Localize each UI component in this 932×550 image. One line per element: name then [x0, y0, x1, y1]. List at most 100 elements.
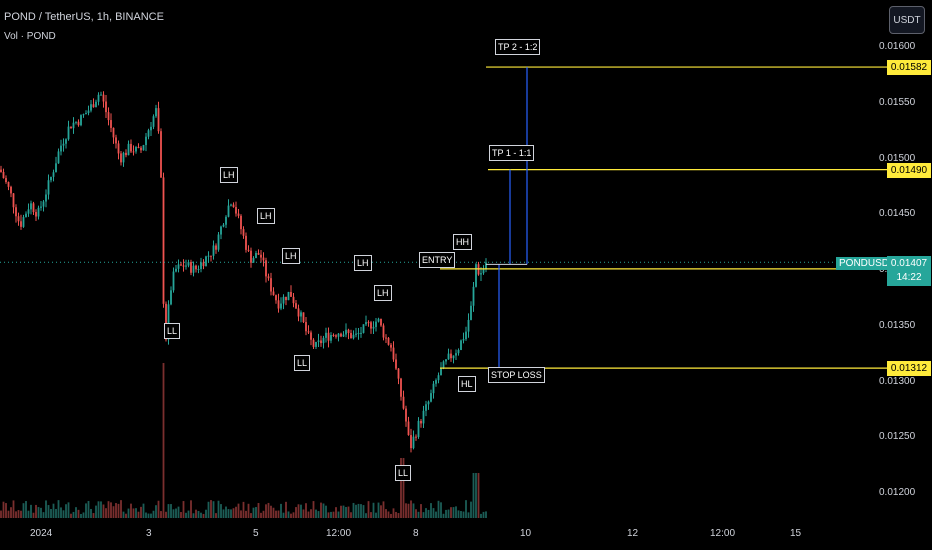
volume-bar: [162, 363, 165, 518]
candle-body: [277, 300, 280, 309]
volume-bar: [112, 506, 115, 518]
volume-bar: [190, 500, 192, 518]
volume-bar: [12, 500, 15, 518]
volume-bar: [125, 513, 127, 518]
volume-bar: [152, 510, 155, 518]
candle-body: [95, 101, 97, 108]
volume-bar: [180, 512, 182, 518]
candle-body: [452, 355, 455, 359]
current-price-value: 0.01407: [890, 258, 928, 269]
volume-bar: [240, 510, 242, 518]
y-tick-label: 0.01350: [879, 319, 916, 331]
volume-bar: [360, 504, 362, 518]
volume-bar: [442, 513, 445, 518]
candle-body: [147, 130, 150, 137]
candle-body: [25, 213, 27, 218]
candle-body: [457, 349, 460, 354]
volume-bar: [290, 513, 292, 518]
volume-bar: [95, 505, 97, 518]
symbol-price-tag: PONDUSDT: [836, 257, 899, 270]
currency-button[interactable]: USDT: [889, 6, 925, 34]
volume-bar: [430, 503, 432, 518]
volume-bar: [145, 512, 147, 518]
volume-bar: [435, 511, 437, 518]
volume-bar: [397, 513, 400, 518]
candle-body: [385, 337, 387, 339]
chart-title: POND / TetherUS, 1h, BINANCE: [4, 11, 164, 23]
volume-bar: [457, 510, 460, 518]
candle-body: [142, 145, 145, 151]
candle-body: [35, 212, 37, 217]
candle-body: [365, 322, 367, 325]
candle-body: [445, 359, 447, 362]
volume-bar: [320, 502, 322, 518]
candle-body: [182, 265, 185, 267]
volume-bar: [252, 507, 255, 518]
volume-bar: [100, 501, 102, 518]
volume-bar: [355, 504, 357, 518]
volume-bar: [182, 501, 185, 518]
volume-bar: [370, 512, 372, 518]
volume-bar: [207, 501, 210, 518]
candle-body: [405, 408, 407, 422]
volume-bar: [45, 500, 47, 518]
volume-bar: [120, 500, 122, 518]
candle-body: [355, 333, 357, 335]
price-marker-label: 0.01582: [887, 60, 931, 76]
candle-body: [372, 326, 375, 329]
candle-body: [50, 176, 52, 181]
volume-bar: [15, 511, 17, 518]
candle-body: [157, 108, 160, 132]
candle-body: [377, 318, 380, 322]
candle-body: [442, 361, 445, 369]
candle-body: [357, 333, 360, 335]
volume-bar: [377, 502, 380, 518]
candle-body: [212, 245, 215, 256]
candle-body: [222, 224, 225, 227]
candle-body: [177, 264, 180, 269]
volume-bar: [467, 512, 470, 518]
candle-body: [240, 215, 242, 230]
candle-body: [92, 104, 95, 108]
volume-bar: [62, 510, 65, 518]
candle-body: [275, 295, 277, 301]
candle-body: [257, 252, 260, 255]
candle-body: [200, 262, 202, 269]
volume-bar: [365, 513, 367, 518]
candle-body: [427, 401, 430, 405]
candle-body: [352, 334, 355, 339]
x-tick-label: 2024: [30, 528, 53, 539]
volume-bar: [372, 502, 375, 518]
candle-body: [315, 341, 317, 347]
volume-bar: [350, 512, 352, 518]
candle-body: [435, 380, 437, 384]
candle-body: [345, 329, 347, 335]
volume-bar: [245, 510, 247, 518]
candle-body: [162, 177, 165, 304]
volume-bar: [87, 500, 90, 518]
candle-body: [312, 339, 315, 347]
candle-body: [87, 110, 90, 114]
candle-body: [97, 94, 100, 102]
volume-bar: [255, 507, 257, 518]
x-tick-label: 12:00: [710, 528, 736, 539]
volume-bar: [222, 509, 225, 518]
volume-bar: [117, 503, 120, 518]
volume-bar: [297, 504, 300, 518]
candle-body: [125, 152, 127, 156]
candle-body: [120, 153, 122, 163]
candlesticks: [0, 91, 487, 453]
candle-body: [57, 151, 60, 164]
y-tick-label: 0.01200: [879, 487, 916, 498]
candle-body: [295, 303, 297, 309]
volume-bar: [342, 505, 345, 518]
candle-body: [160, 131, 162, 178]
candle-body: [260, 254, 262, 258]
candle-body: [262, 257, 265, 261]
candle-body: [350, 333, 352, 339]
candle-body: [272, 291, 275, 296]
volume-bar: [157, 500, 160, 518]
annotation-label: LL: [164, 323, 181, 339]
volume-bar: [237, 503, 240, 518]
